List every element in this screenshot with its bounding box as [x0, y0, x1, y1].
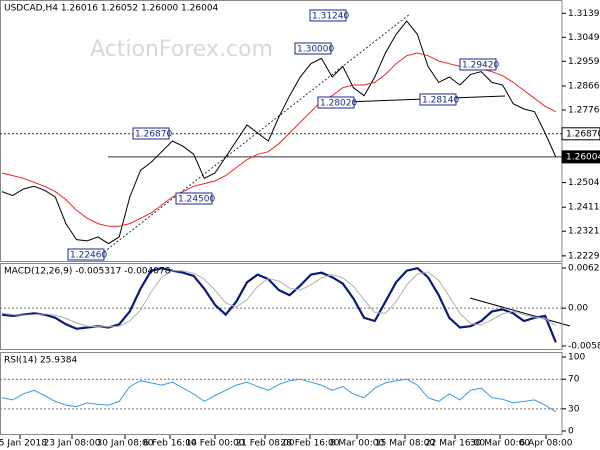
annotation-box [132, 127, 170, 140]
annotation-box [294, 42, 332, 55]
annotation: 1.26870 [135, 130, 172, 140]
y-tick-label: 1.22290 [568, 251, 600, 261]
annotation: 1.28020 [320, 99, 357, 109]
y-tick-label: 1.28665 [568, 81, 600, 91]
level-label: 1.26004 [566, 152, 600, 162]
x-tick-label: 30 Mar 00:00 [470, 439, 530, 449]
panel-title: RSI(14) 25.9384 [4, 356, 77, 366]
annotation-box [309, 9, 347, 22]
annotation: 1.31240 [312, 12, 349, 22]
level-label-box [561, 127, 600, 141]
x-tick-label: 21 Feb 08:00 [235, 439, 294, 449]
y-tick-label: 1.23215 [568, 227, 600, 237]
y-tick-label: 0 [568, 427, 574, 437]
panel-frame [0, 263, 563, 350]
annotation-box [459, 58, 497, 71]
x-tick-label: 15 Jan 2018 [0, 439, 47, 449]
x-tick-label: 28 Feb 16:00 [280, 439, 339, 449]
y-tick-label: 1.29590 [568, 57, 600, 67]
level-label: 1.26870 [566, 129, 600, 139]
annotation-box [419, 93, 457, 106]
x-tick-label: 14 Feb 00:00 [185, 439, 244, 449]
y-tick-label: 0.006217 [568, 264, 600, 274]
y-tick-label: 70 [568, 375, 580, 385]
y-tick-label: 1.24115 [568, 203, 600, 213]
annotation: 1.22460 [70, 251, 107, 261]
y-tick-label: 1.30490 [568, 33, 600, 43]
y-tick-label: -0.005866 [568, 341, 600, 351]
series-line [1, 20, 557, 245]
macd-trend-line [469, 297, 571, 327]
annotation: 1.24500 [178, 195, 215, 205]
x-tick-label: 23 Jan 08:00 [44, 439, 101, 449]
series-line [1, 270, 557, 328]
x-tick-label: 22 Mar 16:00 [425, 439, 485, 449]
series-line [1, 378, 557, 413]
panel-title: MACD(12,26,9) -0.005317 -0.004078 [4, 267, 171, 277]
y-tick-label: 1.27765 [568, 105, 600, 115]
annotation-box [67, 248, 105, 261]
watermark: ActionForex.com [90, 37, 273, 62]
annotation: 1.28140 [422, 96, 459, 106]
x-tick-label: 30 Jan 08:00 [97, 439, 154, 449]
panel-frame [0, 352, 563, 435]
x-tick-label: 8 Mar 00:00 [330, 439, 385, 449]
annotation: 1.30000 [297, 45, 334, 55]
y-tick-label: 0.00 [568, 304, 588, 314]
x-tick-label: 15 Mar 08:00 [375, 439, 435, 449]
y-tick-label: 100 [568, 353, 585, 363]
y-tick-label: 30 [568, 404, 580, 414]
x-tick-label: 6 Apr 08:00 [520, 439, 573, 449]
annotation-box [317, 96, 355, 109]
x-tick-label: 6 Feb 16:00 [143, 439, 197, 449]
panel-title: USDCAD,H4 1.26016 1.26052 1.26000 1.2600… [4, 4, 219, 14]
y-tick-label: 1.25040 [568, 178, 600, 188]
level-label-box [561, 150, 600, 164]
annotation: 1.29420 [462, 61, 499, 71]
y-tick-label: 1.31390 [568, 9, 600, 19]
annotation-box [175, 192, 213, 205]
